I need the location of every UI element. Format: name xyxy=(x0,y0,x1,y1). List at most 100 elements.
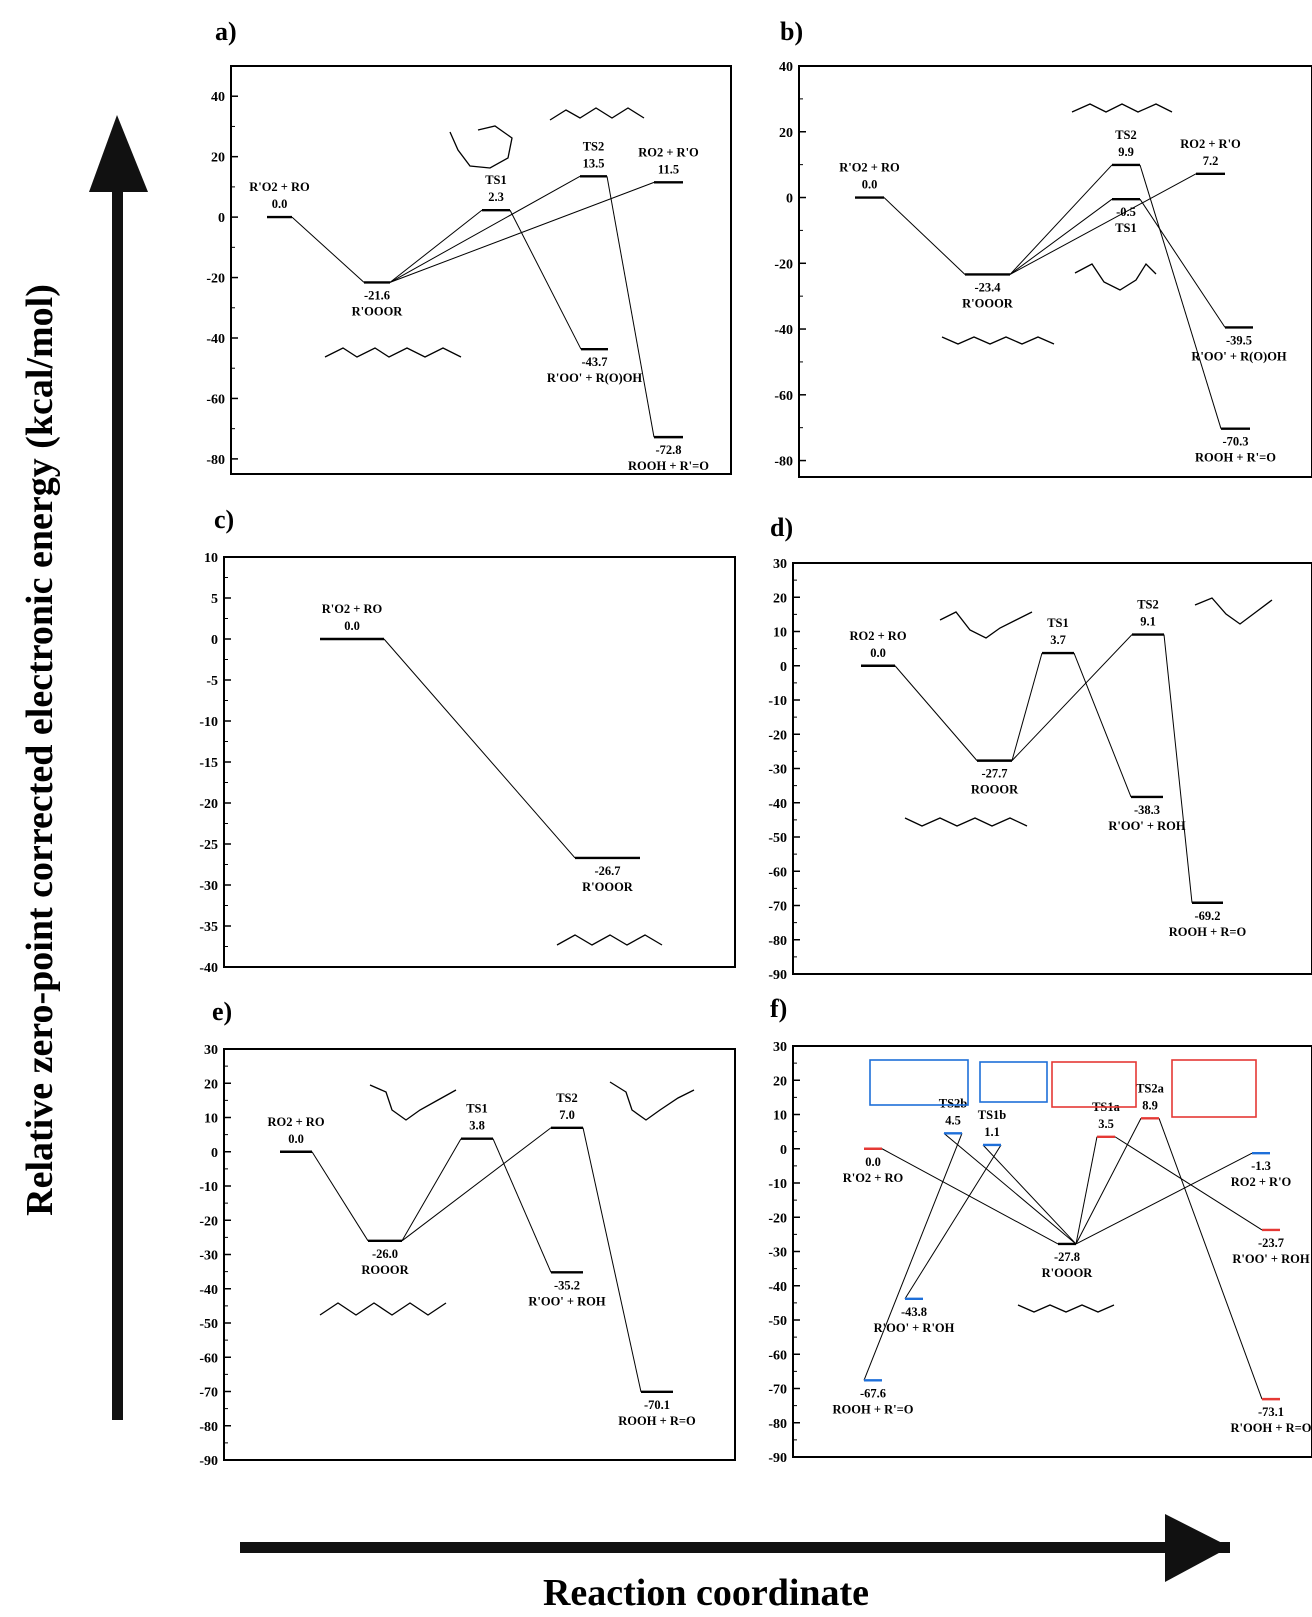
level-value: 0.0 xyxy=(288,1132,304,1146)
level-value: 0.0 xyxy=(272,197,288,211)
connector-line xyxy=(943,1132,1077,1245)
connector-line xyxy=(1009,198,1113,275)
y-tick-label: 0 xyxy=(218,211,225,226)
level-name: R'OOH + R=O xyxy=(1231,1421,1312,1435)
level-value: -38.3 xyxy=(1134,803,1160,817)
ts2a-structure-box xyxy=(1171,1059,1257,1118)
connector-line xyxy=(881,1148,1059,1245)
connector-line xyxy=(291,216,365,283)
y-tick-label: 10 xyxy=(204,551,218,566)
level-name: ROOH + R'=O xyxy=(833,1402,914,1416)
y-tick-label: 0 xyxy=(211,633,218,648)
level-value: 1.1 xyxy=(984,1125,1000,1139)
molecule-a-intermediate xyxy=(324,347,462,358)
level-name: ROOH + R=O xyxy=(618,1414,696,1428)
level-name: R'O2 + RO xyxy=(322,602,383,616)
structure-boxes xyxy=(869,1059,1257,1118)
level-name: RO2 + RO xyxy=(267,1115,324,1129)
level-name: RO2 + R'O xyxy=(638,145,699,159)
level-value: -43.8 xyxy=(901,1305,927,1319)
connector-line xyxy=(311,1151,369,1242)
level-value: 11.5 xyxy=(658,162,679,176)
level-value: -72.8 xyxy=(655,443,681,457)
molecule-d-ts1 xyxy=(939,611,1033,639)
molecule-structures xyxy=(319,103,1273,1316)
y-tick-label: -40 xyxy=(199,1283,218,1298)
level-value: -23.4 xyxy=(974,280,1001,294)
y-tick-label: -70 xyxy=(199,1386,218,1401)
level-name: TS1 xyxy=(1047,616,1069,630)
level-value: -39.5 xyxy=(1226,333,1252,347)
level-name: TS1b xyxy=(978,1108,1007,1122)
level-value: 0.0 xyxy=(862,178,878,192)
level-name: TS2 xyxy=(1115,128,1137,142)
connector-line xyxy=(582,1127,642,1392)
y-tick-label: -20 xyxy=(206,272,225,287)
level-name: TS1 xyxy=(466,1102,488,1116)
level-name: R'OOOR xyxy=(352,304,404,318)
ts1a-structure-box xyxy=(1051,1061,1137,1108)
level-value: -67.6 xyxy=(860,1386,886,1400)
level-value: 7.0 xyxy=(559,1108,575,1122)
y-tick-label: 20 xyxy=(773,1074,787,1089)
y-tick-label: -25 xyxy=(199,838,218,853)
y-tick-label: 20 xyxy=(204,1077,218,1092)
panel-e-chart: e) 30 20 10 0 -10 -20 -30 -40 -50 -60 -70 -80 -90 RO2 … xyxy=(199,997,736,1469)
y-tick-label: -35 xyxy=(199,920,218,935)
connector-line xyxy=(863,1133,963,1381)
level-value: 0.0 xyxy=(870,646,886,660)
y-tick-label: -90 xyxy=(768,1451,787,1466)
y-axis-arrow xyxy=(89,115,148,1420)
y-tick-label: -40 xyxy=(768,797,787,812)
y-tick-label: 30 xyxy=(204,1043,218,1058)
level-value: 3.8 xyxy=(469,1119,485,1133)
plot-frame xyxy=(230,65,732,475)
connector-line xyxy=(389,181,655,283)
y-tick-label: -40 xyxy=(199,961,218,976)
level-value: 7.2 xyxy=(1203,154,1219,168)
level-name: R'O2 + RO xyxy=(839,161,900,175)
connector-line xyxy=(389,175,581,283)
level-name: R'OOOR xyxy=(962,296,1014,310)
level-name: R'OOOR xyxy=(582,880,634,894)
y-tick-label: -90 xyxy=(199,1454,218,1469)
connector-line xyxy=(1075,1118,1142,1245)
y-tick-label: 20 xyxy=(773,591,787,606)
molecule-b-intermediate xyxy=(941,336,1055,345)
level-name: TS1 xyxy=(485,173,507,187)
level-value: 13.5 xyxy=(583,156,605,170)
panel-d-chart: d) 30 20 10 0 -10 -20 -30 -40 -50 -60 -70 -80 -90 RO2 … xyxy=(768,513,1312,983)
connector-line xyxy=(606,176,655,438)
y-tick-label: -70 xyxy=(768,1383,787,1398)
panel-c-chart: c) 10 5 0 -5 -10 -15 -20 -25 -30 -35 -40 R'O2 + RO 0.… xyxy=(199,505,736,976)
ts2b-structure-box xyxy=(869,1059,969,1106)
level-name: R'O2 + RO xyxy=(249,180,310,194)
y-tick-label: -40 xyxy=(768,1280,787,1295)
molecule-f-intermediate xyxy=(1017,1304,1115,1313)
panel-label: f) xyxy=(770,994,787,1023)
connector-line xyxy=(894,665,978,761)
panel-b-chart: b) 40 20 0 -20 -40 -60 -80 R'O2 + RO 0.0 -23.4 R'OO… xyxy=(774,17,1312,478)
x-axis-arrow xyxy=(240,1514,1230,1582)
panel-label: e) xyxy=(212,997,232,1026)
y-tick-label: 40 xyxy=(211,90,225,105)
y-tick-label: -40 xyxy=(774,323,793,338)
y-tick-label: 20 xyxy=(211,151,225,166)
y-tick-label: -60 xyxy=(206,392,225,407)
level-value: 9.1 xyxy=(1140,615,1156,629)
y-tick-label: 5 xyxy=(211,592,218,607)
connector-line xyxy=(1163,634,1193,903)
level-value: 3.7 xyxy=(1050,633,1066,647)
y-tick-label: 0 xyxy=(780,660,787,675)
plot-frame xyxy=(223,556,736,968)
molecule-c-intermediate xyxy=(556,934,663,946)
connector-line xyxy=(389,209,483,283)
molecule-b-ts1 xyxy=(1074,262,1157,291)
panel-a-chart: a) 40 20 0 -20 -40 -60 -80 R'O2 + RO 0.0 -21.6 R'OO… xyxy=(206,17,732,475)
y-tick-label: -60 xyxy=(774,389,793,404)
level-name: ROOOR xyxy=(971,783,1019,797)
y-tick-label: -30 xyxy=(768,763,787,778)
connector-line xyxy=(1011,652,1043,761)
molecule-d-ts2 xyxy=(1194,597,1273,625)
